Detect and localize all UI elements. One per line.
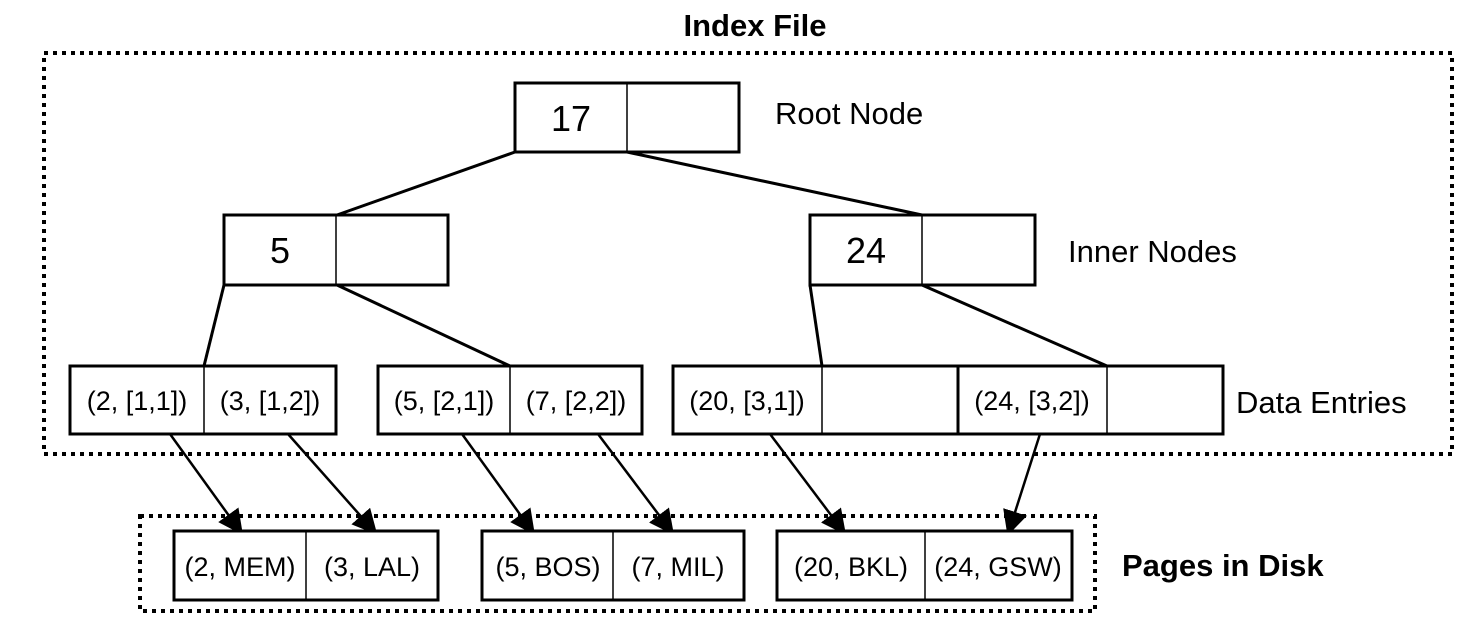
data-entry-node-2: (5, [2,1]) (7, [2,2]) (376, 364, 644, 436)
disk-page-2: (5, BOS) (7, MIL) (480, 529, 746, 602)
edge-inner-2-to-leaf-4 (921, 283, 1108, 368)
data-entry-node-4: (24, [3,2]) (956, 364, 1225, 436)
tree-edges (202, 150, 1108, 368)
disk-record-2-mem: (2, MEM) (185, 552, 296, 582)
data-entries-label: Data Entries (1236, 385, 1407, 420)
inner-node-2-key-1: 24 (846, 230, 886, 271)
edge-root-to-inner-2 (626, 150, 923, 217)
index-file-title: Index File (684, 8, 827, 43)
data-entry-node-4-box (956, 364, 1225, 436)
data-entry-node-1-box (68, 364, 338, 436)
disk-pages-region (138, 514, 1097, 613)
pointer-arrow-24 (1003, 433, 1042, 536)
data-entry-20: (20, [3,1]) (689, 386, 805, 416)
disk-record-20-bkl: (20, BKL) (794, 552, 908, 582)
data-entry-5: (5, [2,1]) (394, 386, 495, 416)
inner-node-1: 5 (222, 213, 450, 287)
pointer-arrow-5 (460, 433, 535, 536)
edge-inner-1-to-leaf-2 (336, 283, 511, 368)
disk-record-7-mil: (7, MIL) (631, 552, 724, 582)
data-entry-24: (24, [3,2]) (974, 386, 1090, 416)
disk-record-24-gsw: (24, GSW) (934, 552, 1062, 582)
pointer-arrow-2 (168, 433, 243, 536)
data-entry-7: (7, [2,2]) (526, 386, 627, 416)
pages-in-disk-label: Pages in Disk (1122, 548, 1324, 583)
root-node: 17 (513, 81, 741, 154)
data-entry-node-3: (20, [3,1]) (671, 364, 969, 436)
disk-record-5-bos: (5, BOS) (495, 552, 600, 582)
index-file-region (42, 51, 1454, 456)
inner-node-1-key-1: 5 (270, 230, 290, 271)
disk-pointers (168, 433, 1042, 536)
root-key-1: 17 (551, 98, 591, 139)
inner-nodes-label: Inner Nodes (1068, 234, 1237, 269)
disk-page-3: (20, BKL) (24, GSW) (775, 529, 1074, 602)
root-node-label: Root Node (775, 96, 923, 131)
edge-inner-1-to-leaf-1 (202, 284, 226, 367)
edge-root-to-inner-1 (336, 150, 516, 217)
data-entry-3: (3, [1,2]) (220, 386, 321, 416)
data-entry-2: (2, [1,1]) (87, 386, 188, 416)
data-entry-node-3-box (671, 364, 969, 436)
edge-inner-2-to-leaf-3 (808, 284, 824, 367)
disk-record-3-lal: (3, LAL) (324, 552, 420, 582)
disk-page-1: (2, MEM) (3, LAL) (172, 529, 440, 602)
data-entry-node-1: (2, [1,1]) (3, [1,2]) (68, 364, 338, 436)
pointer-arrow-7 (597, 433, 675, 535)
inner-node-2: 24 (808, 213, 1037, 287)
pointer-arrow-20 (769, 433, 847, 535)
pointer-arrow-3 (287, 433, 378, 535)
